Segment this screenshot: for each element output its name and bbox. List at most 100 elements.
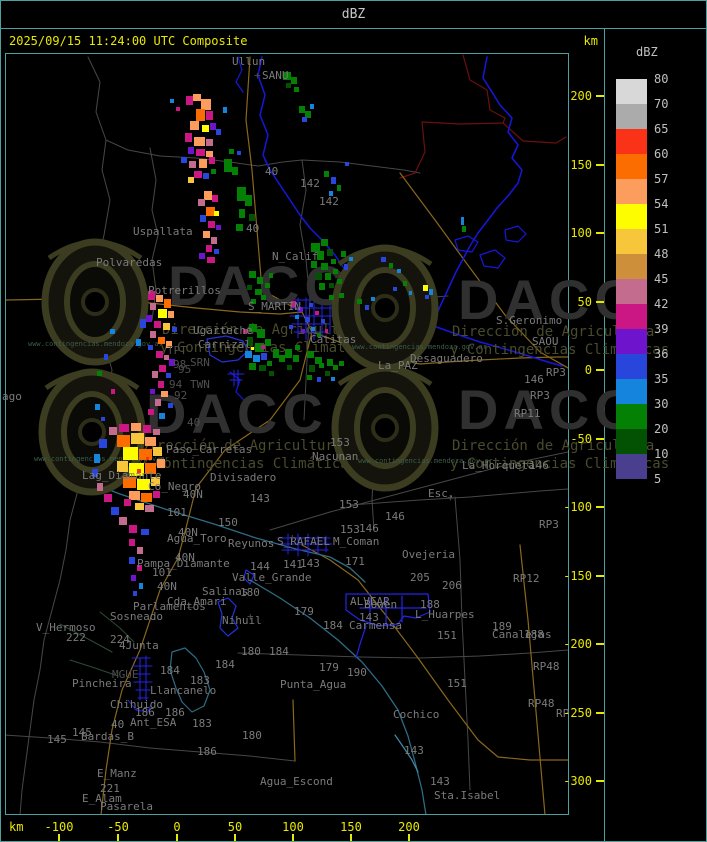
map-place-label: 92: [174, 389, 188, 402]
legend-color-band: [616, 204, 647, 229]
radar-echo-cell: [168, 311, 174, 318]
map-place-label: 146: [385, 510, 405, 523]
radar-echo-cell: [291, 301, 296, 307]
radar-echo-cell: [119, 517, 127, 525]
map-place-label: Esc.: [428, 487, 455, 500]
right-axis-tick-label: -100: [563, 500, 592, 514]
map-place-label: SAOU: [532, 335, 559, 348]
legend-value-label: 10: [654, 447, 669, 461]
radar-echo-cell: [194, 171, 202, 178]
radar-echo-cell: [329, 191, 333, 196]
radar-echo-cell: [345, 162, 349, 166]
map-place-label: Ugarteche: [193, 324, 253, 337]
radar-echo-cell: [193, 94, 201, 101]
map-place-label: 222: [66, 631, 86, 644]
dacc-logo-eye-icon: [41, 238, 149, 366]
radar-echo-cell: [104, 354, 108, 360]
map-place-label: Llancanelo: [150, 684, 217, 697]
map-place-label: La_PAZ: [378, 359, 418, 372]
radar-echo-cell: [209, 157, 215, 164]
radar-echo-cell: [189, 161, 196, 168]
radar-echo-cell: [253, 355, 260, 362]
map-place-label: Uspallata: [133, 225, 193, 238]
radar-echo-cell: [291, 77, 297, 84]
bottom-axis-tick: [350, 834, 352, 841]
radar-echo-cell: [196, 109, 205, 121]
dept-border: [269, 451, 568, 531]
radar-echo-cell: [229, 149, 234, 154]
radar-echo-cell: [295, 345, 300, 350]
map-place-label: SANU: [262, 69, 289, 82]
map-place-label: +: [247, 610, 254, 623]
right-axis-tick-label: -250: [563, 706, 592, 720]
radar-echo-cell: [131, 433, 144, 444]
radar-echo-cell: [206, 245, 212, 252]
map-place-label: 153: [339, 498, 359, 511]
right-axis-tick: [596, 369, 604, 371]
radar-echo-cell: [257, 329, 265, 338]
map-place-label: Ant_ESA: [130, 716, 177, 729]
radar-echo-cell: [204, 191, 212, 200]
map-place-label: 145: [72, 726, 92, 739]
radar-echo-cell: [317, 333, 321, 337]
radar-echo-cell: [139, 449, 152, 460]
dept-border: [6, 734, 296, 762]
radar-echo-cell: [462, 226, 466, 232]
right-axis-tick: [596, 95, 604, 97]
map-place-label: Pasarela: [100, 800, 153, 813]
radar-echo-cell: [331, 377, 335, 381]
radar-echo-cell: [236, 224, 243, 231]
radar-echo-cell: [307, 351, 314, 358]
radar-echo-cell: [299, 307, 303, 312]
legend-value-label: 39: [654, 322, 669, 336]
radar-echo-cell: [201, 99, 211, 110]
map-place-label: Desaguadero: [410, 352, 483, 365]
radar-echo-cell: [371, 297, 375, 301]
right-axis-tick-label: 200: [570, 89, 592, 103]
radar-echo-cell: [137, 479, 150, 490]
radar-echo-cell: [251, 299, 256, 304]
radar-echo-cell: [124, 499, 131, 506]
map-place-label: 40N: [183, 488, 203, 501]
legend-value-label: 36: [654, 347, 669, 361]
legend-value-label: 60: [654, 147, 669, 161]
map-place-label: 190: [347, 666, 367, 679]
map-place-label: Pampa_Diamante: [137, 557, 230, 570]
map-place-label: 98: [173, 358, 187, 371]
right-axis-tick-label: 50: [577, 295, 592, 309]
radar-echo-cell: [261, 295, 266, 300]
map-place-label: RP12: [513, 572, 540, 585]
dacc-logo-eye-icon: [331, 244, 439, 372]
radar-echo-cell: [261, 345, 265, 349]
map-place-label: 189: [492, 620, 512, 633]
watermark-url: www.contingencias.mendoza.gov.ar: [28, 340, 163, 348]
map-place-label: RP3: [539, 518, 559, 531]
map-place-label: 146: [359, 522, 379, 535]
radar-echo-cell: [139, 583, 143, 589]
map-place-label: RP: [556, 707, 570, 720]
radar-echo-cell: [186, 96, 193, 105]
map-place-label: Polvaredas: [96, 256, 163, 269]
radar-echo-cell: [249, 324, 257, 332]
map-place-label: RP3: [546, 366, 566, 379]
radar-echo-cell: [168, 403, 173, 408]
radar-echo-cell: [357, 299, 362, 304]
river-loop: [454, 225, 527, 269]
map-place-label: Cda_Amari: [167, 595, 227, 608]
bottom-axis-tick: [292, 834, 294, 841]
border-line-red: [502, 122, 567, 144]
radar-echo-cell: [158, 381, 164, 388]
radar-echo-cell: [344, 264, 348, 270]
right-axis-tick: [596, 506, 604, 508]
radar-echo-cell: [129, 491, 140, 500]
map-place-label: SRN: [190, 356, 210, 369]
radar-echo-cell: [319, 283, 325, 290]
map-place-label: 184: [160, 664, 180, 677]
right-axis-tick-label: -300: [563, 774, 592, 788]
bottom-axis-tick: [408, 834, 410, 841]
route-brown: [399, 172, 568, 369]
radar-echo-cell: [329, 283, 334, 288]
radar-echo-cell: [188, 177, 194, 183]
map-place-label: Parlamentos: [133, 600, 206, 613]
radar-echo-cell: [429, 289, 433, 295]
